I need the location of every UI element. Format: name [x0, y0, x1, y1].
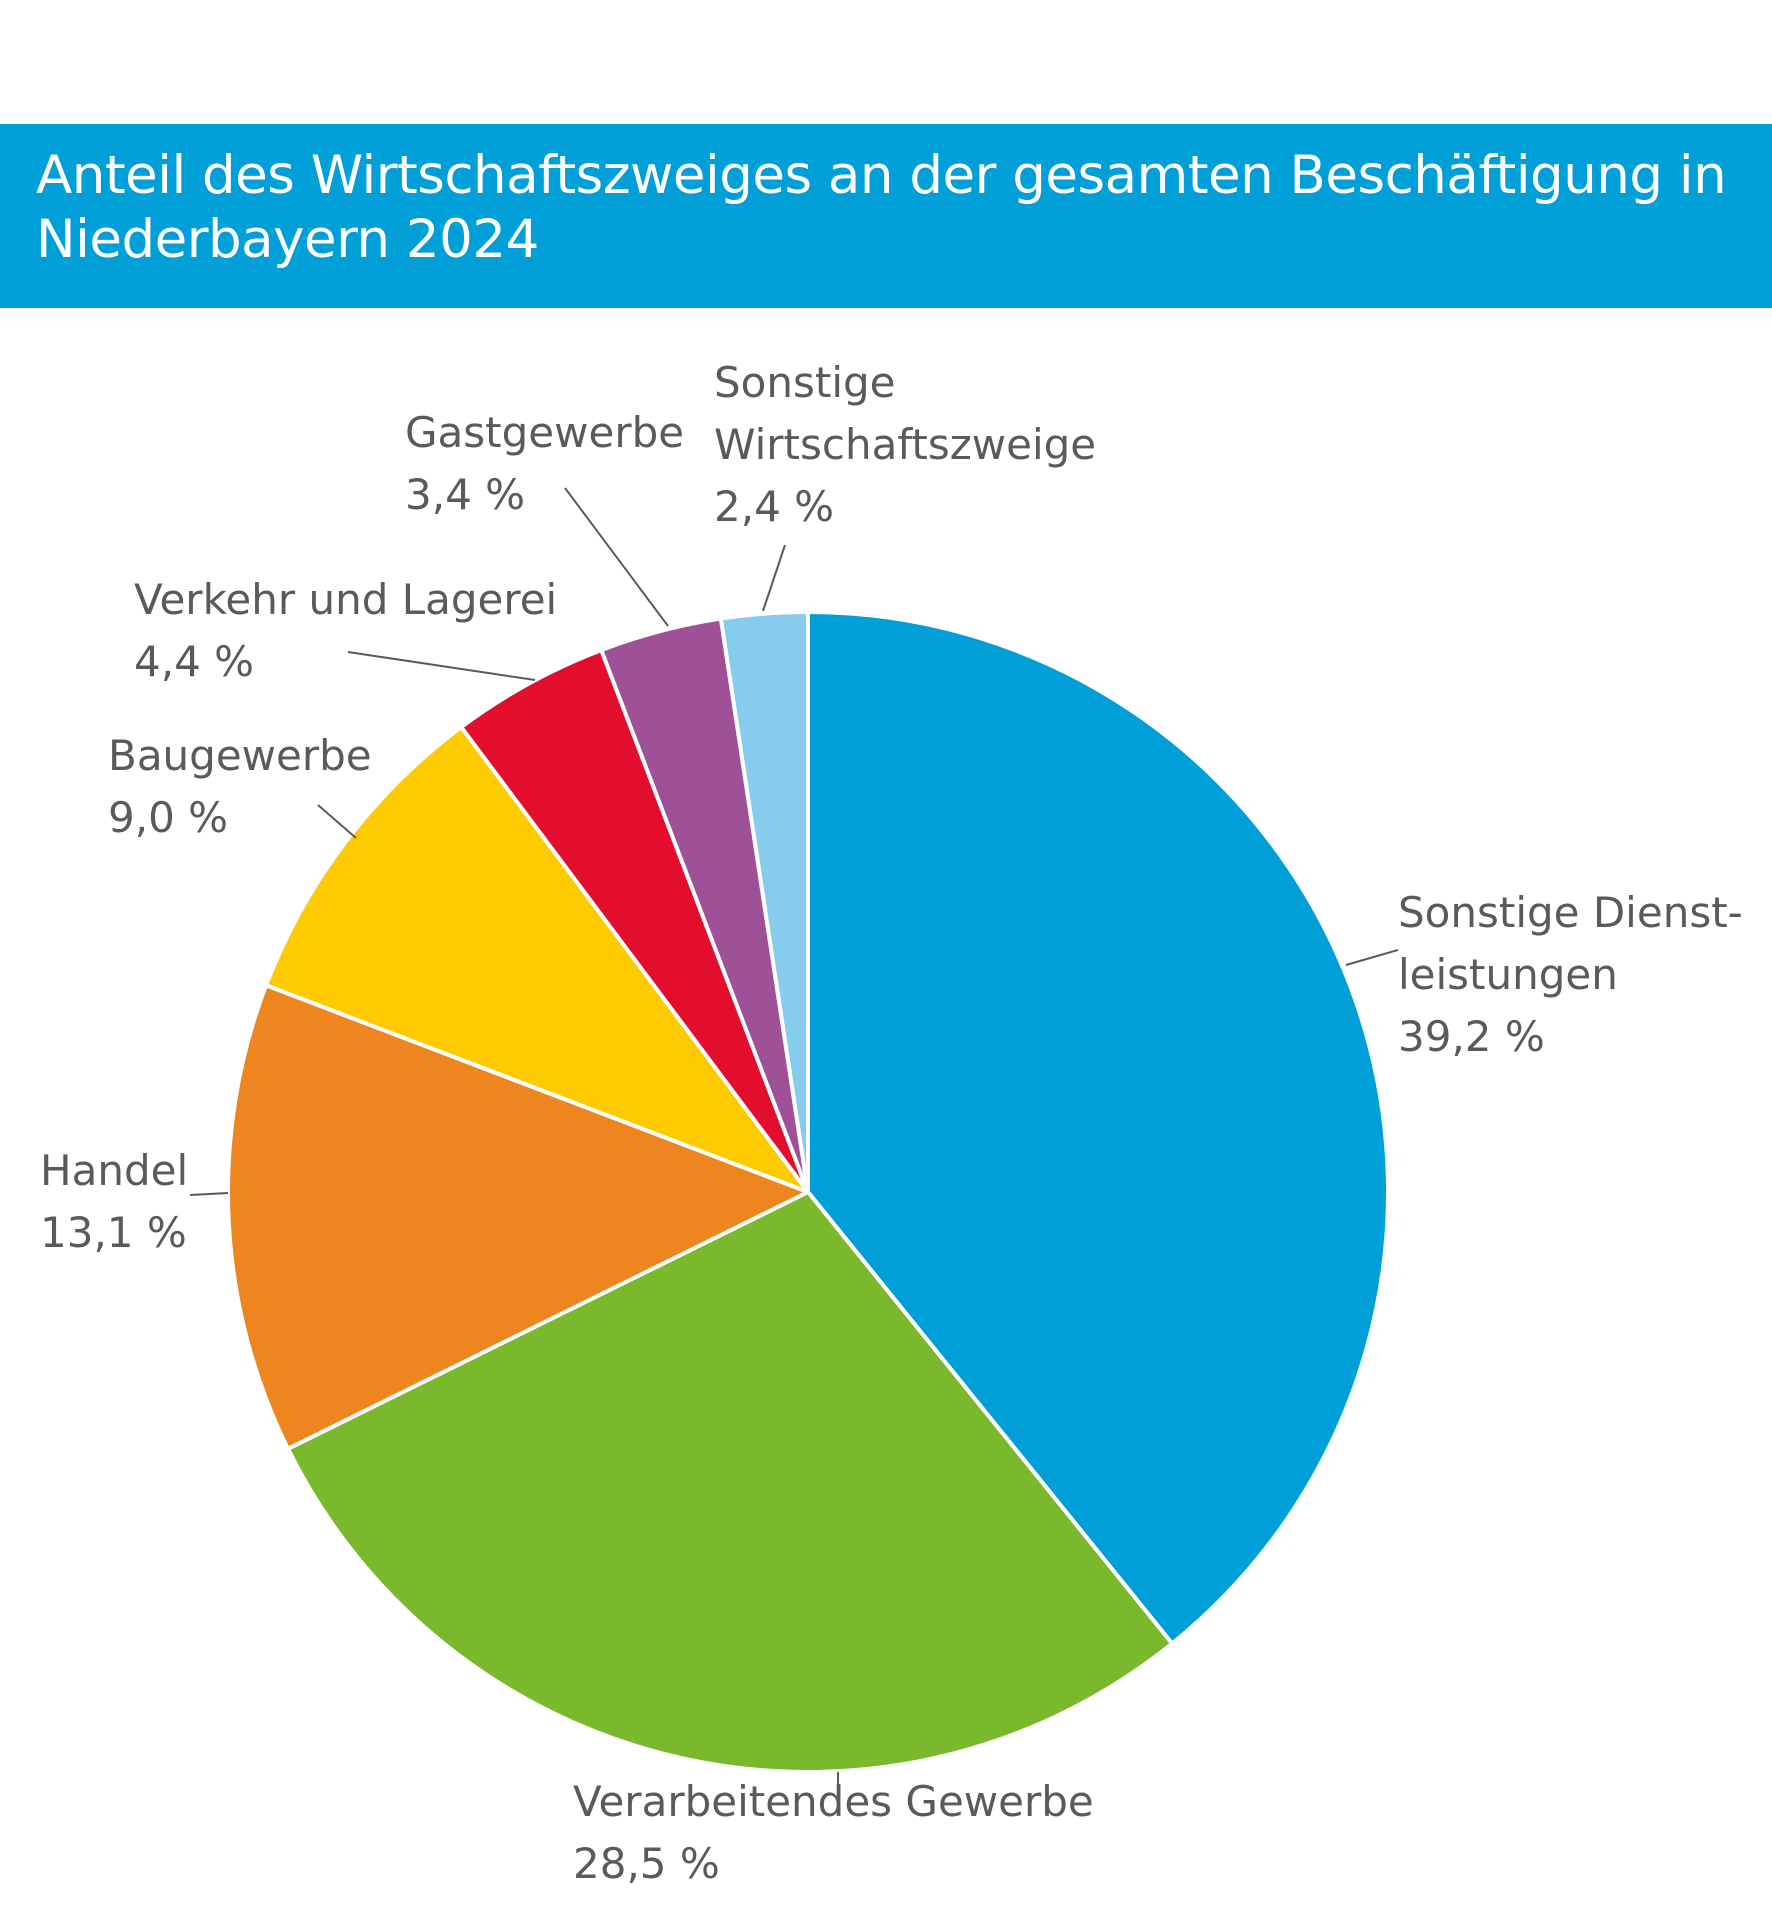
slice-value-label: 4,4 %: [134, 637, 254, 686]
leader-line-handel: [189, 1192, 229, 1196]
leader-line-verkehr-und-lagerei: [347, 651, 536, 681]
slice-value-label: 13,1 %: [40, 1208, 187, 1257]
slice-name-label: Handel: [40, 1146, 188, 1195]
leader-line-gastgewerbe: [564, 487, 669, 627]
slice-name-label: leistungen: [1398, 950, 1618, 999]
slice-name-label: Baugewerbe: [108, 731, 372, 780]
pie-slices: [226, 610, 1390, 1774]
slice-value-label: 3,4 %: [405, 470, 525, 519]
leader-line-sonstige-dienstleistungen: [1345, 949, 1399, 966]
slice-label-gastgewerbe: Gastgewerbe 3,4 %: [405, 408, 684, 519]
slice-value-label: 9,0 %: [108, 793, 228, 842]
slice-value-label: 39,2 %: [1398, 1012, 1545, 1061]
slice-labels: Sonstige Dienst-leistungen 39,2 % Verarbei…: [40, 358, 1743, 1888]
slice-name-label: Wirtschaftszweige: [714, 420, 1096, 469]
slice-value-label: 28,5 %: [573, 1839, 720, 1888]
slice-label-sonstige-dienstleistungen: Sonstige Dienst-leistungen 39,2 %: [1398, 888, 1743, 1061]
pie-slice-handel: [226, 983, 810, 1451]
pie-slice-baugewerbe: [264, 725, 810, 1194]
slice-label-baugewerbe: Baugewerbe 9,0 %: [108, 731, 372, 842]
slice-label-handel: Handel 13,1 %: [40, 1146, 188, 1257]
slice-name-label: Gastgewerbe: [405, 408, 684, 457]
pie-slice-sonstige-dienstleistungen: [806, 610, 1390, 1646]
pie-slice-sonstige-wirtschaftszweige: [718, 610, 810, 1194]
leader-line-sonstige-wirtschaftszweige: [762, 544, 786, 612]
slice-name-label: Sonstige: [714, 358, 896, 407]
title-bar: Anteil des Wirtschaftszweiges an der ges…: [0, 124, 1772, 308]
slice-name-label: Verarbeitendes Gewerbe: [573, 1777, 1094, 1826]
slice-name-label: Sonstige Dienst-: [1398, 888, 1743, 937]
leader-line-baugewerbe: [317, 804, 357, 839]
slice-name-label: Verkehr und Lagerei: [134, 575, 557, 624]
pie-slice-verarbeitendes-gewerbe: [285, 1190, 1175, 1774]
slice-value-label: 2,4 %: [714, 482, 834, 531]
leader-lines: [189, 487, 1399, 1798]
slice-label-sonstige-wirtschaftszweige: Sonstige Wirtschaftszweige 2,4 %: [714, 358, 1096, 531]
slice-label-verarbeitendes-gewerbe: Verarbeitendes Gewerbe 28,5 %: [573, 1777, 1094, 1888]
slice-label-verkehr-und-lagerei: Verkehr und Lagerei 4,4 %: [134, 575, 557, 686]
chart-title: Anteil des Wirtschaftszweiges an der ges…: [36, 145, 1727, 270]
